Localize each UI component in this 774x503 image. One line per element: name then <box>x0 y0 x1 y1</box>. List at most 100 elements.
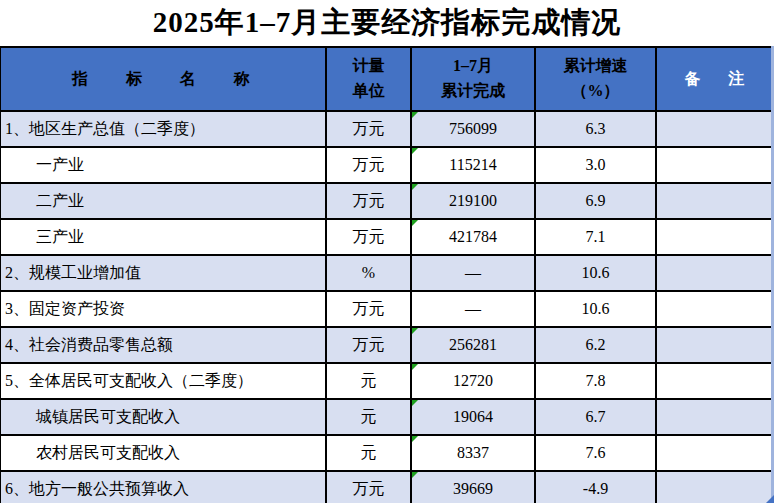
note-cell[interactable] <box>657 436 774 472</box>
indicator-name-cell[interactable]: 3、固定资产投资 <box>1 292 327 328</box>
indicators-table: 指 标 名 称 计量 单位 1–7月 累计完成 累计增速 （%） 备 注 1、地… <box>0 46 774 503</box>
table-row: 一产业 万元 115214 3.0 <box>1 148 774 184</box>
completed-value-cell[interactable]: — <box>412 256 536 292</box>
page-title: 2025年1–7月主要经济指标完成情况 <box>0 0 774 46</box>
growth-rate-cell[interactable]: 6.2 <box>536 328 657 364</box>
indicator-name-cell[interactable]: 二产业 <box>1 184 327 220</box>
completed-value-label: 12720 <box>453 372 493 390</box>
column-header-jan-jul-completed[interactable]: 1–7月 累计完成 <box>412 48 536 112</box>
unit-cell[interactable]: 万元 <box>327 328 412 364</box>
number-stored-as-text-flag-icon <box>412 436 418 442</box>
table-row: 3、固定资产投资 万元 — 10.6 <box>1 292 774 328</box>
completed-value-cell[interactable]: 756099 <box>412 112 536 148</box>
completed-value-cell[interactable]: 39669 <box>412 472 536 503</box>
note-cell[interactable] <box>657 400 774 436</box>
table-row: 2、规模工业增加值 % — 10.6 <box>1 256 774 292</box>
table-body: 1、地区生产总值（二季度） 万元 756099 6.3 一产业 万元 11521… <box>1 112 774 503</box>
unit-cell[interactable]: % <box>327 256 412 292</box>
indicator-name-label: 6、地方一般公共预算收入 <box>5 479 189 500</box>
column-header-cumulative-growth[interactable]: 累计增速 （%） <box>536 48 657 112</box>
completed-value-cell[interactable]: 8337 <box>412 436 536 472</box>
column-header-indicator-name[interactable]: 指 标 名 称 <box>1 48 327 112</box>
completed-value-label: 19064 <box>453 408 493 426</box>
note-cell[interactable] <box>657 148 774 184</box>
completed-value-label: — <box>465 264 481 282</box>
completed-value-cell[interactable]: 256281 <box>412 328 536 364</box>
unit-cell[interactable]: 元 <box>327 436 412 472</box>
completed-value-cell[interactable]: — <box>412 292 536 328</box>
indicator-name-cell[interactable]: 5、全体居民可支配收入（二季度） <box>1 364 327 400</box>
indicator-name-cell[interactable]: 城镇居民可支配收入 <box>1 400 327 436</box>
indicator-name-cell[interactable]: 三产业 <box>1 220 327 256</box>
completed-value-label: 219100 <box>449 192 497 210</box>
growth-rate-cell[interactable]: 7.8 <box>536 364 657 400</box>
completed-value-cell[interactable]: 12720 <box>412 364 536 400</box>
unit-cell[interactable]: 万元 <box>327 220 412 256</box>
unit-cell[interactable]: 万元 <box>327 148 412 184</box>
unit-cell[interactable]: 万元 <box>327 112 412 148</box>
note-cell[interactable] <box>657 328 774 364</box>
table-row: 三产业 万元 421784 7.1 <box>1 220 774 256</box>
growth-rate-cell[interactable]: 6.3 <box>536 112 657 148</box>
number-stored-as-text-flag-icon <box>412 472 418 478</box>
indicator-name-cell[interactable]: 4、社会消费品零售总额 <box>1 328 327 364</box>
growth-rate-cell[interactable]: 7.6 <box>536 436 657 472</box>
unit-cell[interactable]: 元 <box>327 400 412 436</box>
indicator-name-cell[interactable]: 1、地区生产总值（二季度） <box>1 112 327 148</box>
column-header-unit[interactable]: 计量 单位 <box>327 48 412 112</box>
indicator-name-label: 农村居民可支配收入 <box>36 443 180 464</box>
number-stored-as-text-flag-icon <box>412 328 418 334</box>
unit-cell[interactable]: 万元 <box>327 292 412 328</box>
completed-value-label: 421784 <box>449 228 497 246</box>
completed-value-cell[interactable]: 19064 <box>412 400 536 436</box>
completed-value-cell[interactable]: 421784 <box>412 220 536 256</box>
indicator-name-label: 5、全体居民可支配收入（二季度） <box>5 371 253 392</box>
growth-rate-cell[interactable]: -4.9 <box>536 472 657 503</box>
completed-value-label: 39669 <box>453 480 493 498</box>
table-row: 城镇居民可支配收入 元 19064 6.7 <box>1 400 774 436</box>
column-header-note[interactable]: 备 注 <box>657 48 774 112</box>
table-row: 6、地方一般公共预算收入 万元 39669 -4.9 <box>1 472 774 503</box>
indicator-name-label: 一产业 <box>36 155 84 176</box>
indicator-name-cell[interactable]: 一产业 <box>1 148 327 184</box>
note-cell[interactable] <box>657 220 774 256</box>
indicator-name-label: 二产业 <box>36 191 84 212</box>
note-cell[interactable] <box>657 472 774 503</box>
completed-value-cell[interactable]: 115214 <box>412 148 536 184</box>
indicator-name-cell[interactable]: 农村居民可支配收入 <box>1 436 327 472</box>
completed-value-label: 756099 <box>449 120 497 138</box>
growth-rate-cell[interactable]: 3.0 <box>536 148 657 184</box>
unit-cell[interactable]: 元 <box>327 364 412 400</box>
completed-value-label: 8337 <box>457 444 489 462</box>
growth-rate-cell[interactable]: 6.7 <box>536 400 657 436</box>
indicator-name-cell[interactable]: 6、地方一般公共预算收入 <box>1 472 327 503</box>
number-stored-as-text-flag-icon <box>412 364 418 370</box>
growth-rate-cell[interactable]: 6.9 <box>536 184 657 220</box>
growth-rate-cell[interactable]: 7.1 <box>536 220 657 256</box>
table-row: 5、全体居民可支配收入（二季度） 元 12720 7.8 <box>1 364 774 400</box>
table-header-row: 指 标 名 称 计量 单位 1–7月 累计完成 累计增速 （%） 备 注 <box>1 48 774 112</box>
indicator-name-cell[interactable]: 2、规模工业增加值 <box>1 256 327 292</box>
unit-cell[interactable]: 万元 <box>327 472 412 503</box>
table-row: 4、社会消费品零售总额 万元 256281 6.2 <box>1 328 774 364</box>
completed-value-label: 256281 <box>449 336 497 354</box>
completed-value-cell[interactable]: 219100 <box>412 184 536 220</box>
growth-rate-cell[interactable]: 10.6 <box>536 256 657 292</box>
indicator-name-label: 3、固定资产投资 <box>5 299 125 320</box>
note-cell[interactable] <box>657 256 774 292</box>
table-row: 农村居民可支配收入 元 8337 7.6 <box>1 436 774 472</box>
completed-value-label: 115214 <box>449 156 496 174</box>
table-row: 二产业 万元 219100 6.9 <box>1 184 774 220</box>
completed-value-label: — <box>465 300 481 318</box>
unit-cell[interactable]: 万元 <box>327 184 412 220</box>
note-cell[interactable] <box>657 364 774 400</box>
indicator-name-label: 4、社会消费品零售总额 <box>5 335 173 356</box>
note-cell[interactable] <box>657 292 774 328</box>
note-cell[interactable] <box>657 184 774 220</box>
note-cell[interactable] <box>657 112 774 148</box>
indicator-name-label: 2、规模工业增加值 <box>5 263 141 284</box>
growth-rate-cell[interactable]: 10.6 <box>536 292 657 328</box>
number-stored-as-text-flag-icon <box>412 184 418 190</box>
number-stored-as-text-flag-icon <box>412 220 418 226</box>
indicator-name-label: 三产业 <box>36 227 84 248</box>
